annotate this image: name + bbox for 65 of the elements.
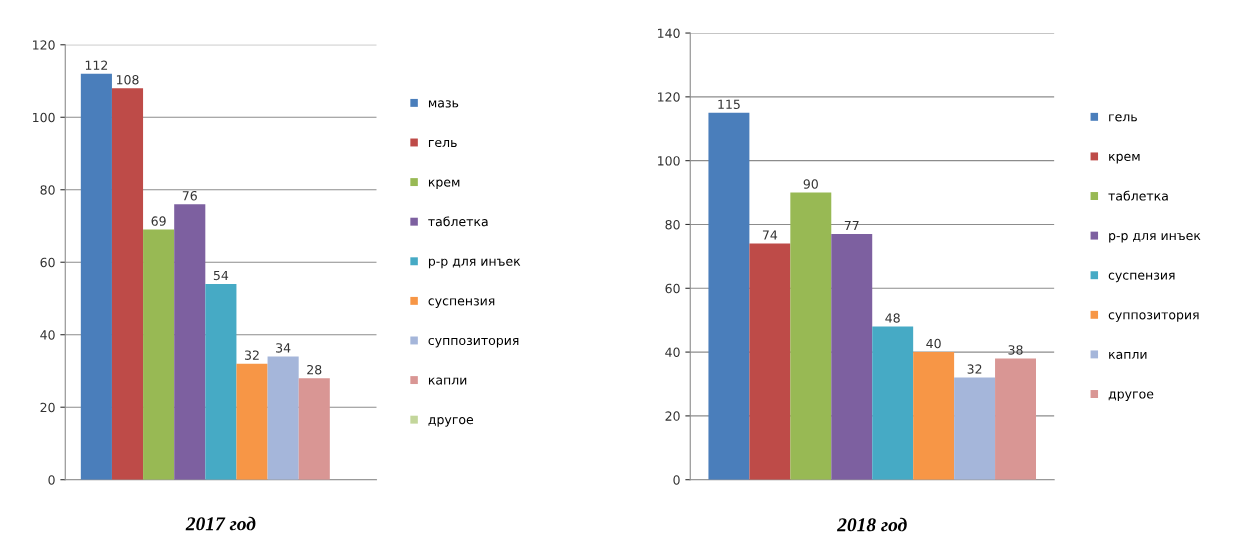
legend-label: гель bbox=[1109, 114, 1137, 122]
legend-label: суппозитория bbox=[1108, 312, 1199, 322]
data-label: 48 bbox=[885, 313, 900, 323]
legend-label: другое bbox=[1108, 391, 1154, 402]
bar bbox=[913, 352, 955, 480]
legend-label: другое bbox=[428, 417, 474, 427]
y-tick-label: 60 bbox=[665, 283, 680, 294]
legend-label: суппозитория bbox=[428, 337, 519, 348]
bar bbox=[831, 234, 873, 480]
bar bbox=[174, 204, 206, 480]
bar bbox=[236, 363, 268, 480]
y-tick-label: 100 bbox=[658, 156, 680, 166]
y-tick-label: 20 bbox=[40, 402, 55, 413]
data-label: 69 bbox=[151, 216, 166, 226]
bar bbox=[143, 229, 175, 480]
data-label: 112 bbox=[85, 60, 108, 70]
legend-label: крем bbox=[1109, 153, 1140, 164]
bar bbox=[749, 243, 791, 480]
data-label: 32 bbox=[967, 364, 982, 374]
data-label: 28 bbox=[307, 364, 322, 375]
data-label: 32 bbox=[245, 350, 259, 360]
data-label: 40 bbox=[926, 338, 941, 349]
bar bbox=[872, 326, 914, 480]
legend-label: таблетка bbox=[1108, 190, 1168, 201]
legend-label: крем bbox=[428, 179, 460, 190]
legend-label: р-р для инъек bbox=[1109, 233, 1201, 243]
y-tick-label: 120 bbox=[658, 92, 680, 102]
y-tick-label: 40 bbox=[40, 330, 55, 340]
bar bbox=[267, 356, 299, 480]
y-tick-label: 80 bbox=[665, 219, 680, 230]
data-label: 90 bbox=[803, 179, 818, 189]
bar bbox=[111, 88, 144, 480]
y-tick-label: 140 bbox=[658, 28, 680, 38]
bar bbox=[790, 192, 832, 480]
text: 2018 год bbox=[836, 517, 907, 532]
y-tick-label: 0 bbox=[48, 475, 55, 485]
legend-label: суспензия bbox=[428, 298, 495, 308]
y-tick-label: 60 bbox=[40, 257, 55, 268]
y-tick-label: 20 bbox=[665, 411, 680, 421]
bar bbox=[708, 112, 750, 480]
y-tick-label: 0 bbox=[673, 475, 680, 485]
y-tick-label: 100 bbox=[33, 112, 55, 123]
data-label: 108 bbox=[116, 75, 139, 85]
data-label: 54 bbox=[213, 270, 229, 281]
y-tick-label: 80 bbox=[40, 185, 55, 195]
legend-label: гель bbox=[428, 139, 457, 148]
data-label: 34 bbox=[276, 343, 291, 353]
bar bbox=[205, 283, 237, 480]
y-tick-label: 40 bbox=[665, 347, 680, 358]
bar bbox=[954, 377, 996, 480]
data-label: 115 bbox=[718, 99, 740, 109]
legend-label: р-р для инъек bbox=[428, 258, 521, 269]
data-label: 38 bbox=[1008, 345, 1023, 355]
legend-label: таблетка bbox=[428, 216, 488, 227]
y-tick-label: 120 bbox=[33, 40, 55, 50]
text: 2017 год bbox=[185, 516, 256, 531]
data-label: 76 bbox=[182, 190, 197, 201]
legend-label: капли bbox=[428, 377, 467, 385]
bar bbox=[995, 358, 1036, 480]
legend-label: суспензия bbox=[1108, 272, 1175, 283]
legend-label: мазь bbox=[428, 100, 459, 108]
bar bbox=[298, 378, 330, 480]
bar bbox=[80, 73, 112, 480]
legend-label: капли bbox=[1109, 351, 1147, 359]
data-label: 74 bbox=[762, 230, 778, 240]
